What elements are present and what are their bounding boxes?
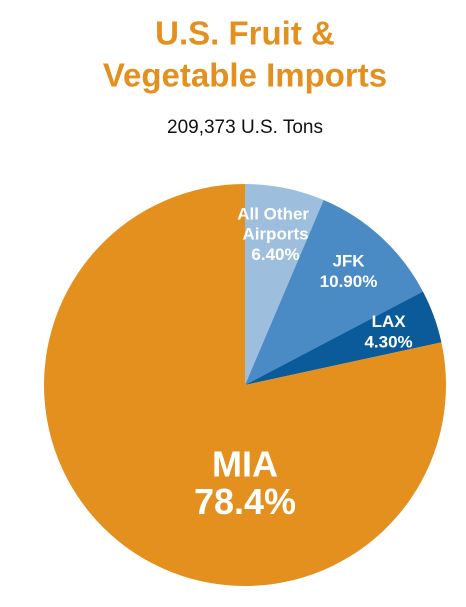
slice-value-label: 78.4% [194,481,296,522]
slice-value-label: 4.30% [364,332,412,351]
pie-slice [43,184,446,586]
slice-label: LAX [372,312,407,331]
pie-slice [245,200,423,385]
chart-title: U.S. Fruit & [155,15,335,52]
slice-label-line: Airports [242,225,308,244]
slice-value-label: 6.40% [251,245,299,264]
slice-label-line: LAX [372,312,407,331]
slice-label-line: All Other [237,205,314,224]
pie-slice [245,184,324,385]
slice-label: MIA [212,443,278,484]
slice-label: JFK [332,252,365,271]
slice-value-label: 10.90% [320,272,378,291]
slice-label: All Other Airports [237,205,314,244]
slice-label-line: MIA [212,443,278,484]
pie-slice [245,291,442,385]
slice-label-line: JFK [332,252,365,271]
chart-subtitle: 209,373 U.S. Tons [167,117,323,138]
chart-title: Vegetable Imports [103,57,387,94]
